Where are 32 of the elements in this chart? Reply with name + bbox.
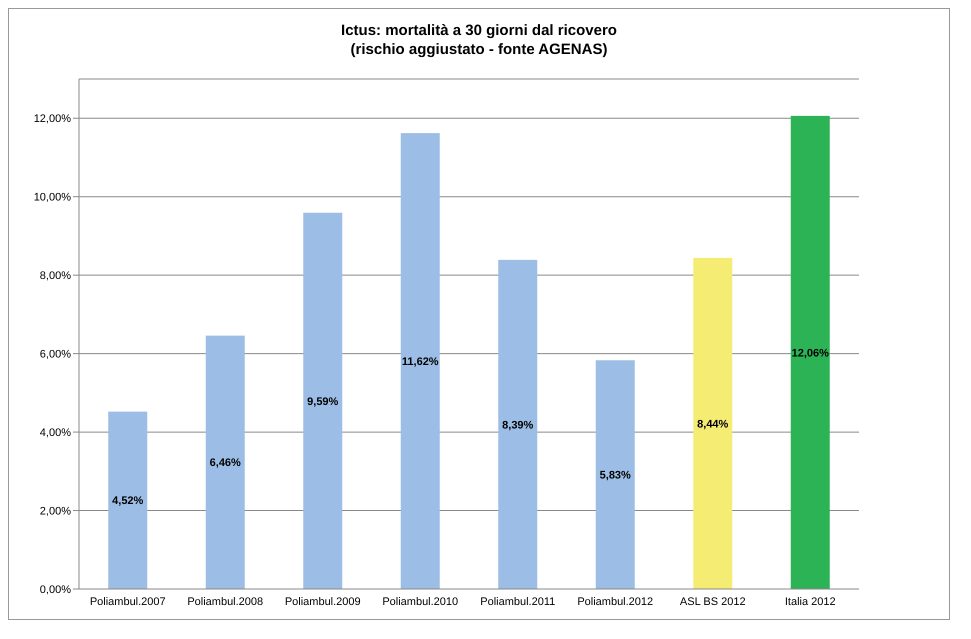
- data-label: 11,62%: [402, 356, 439, 368]
- y-tick-label: 12,00%: [34, 113, 72, 126]
- data-label: 12,06%: [792, 347, 830, 360]
- y-tick-label: 10,00%: [34, 192, 72, 204]
- data-label: 9,59%: [307, 396, 339, 408]
- y-tick-label: 0,00%: [40, 584, 72, 596]
- y-tick-label: 6,00%: [40, 348, 72, 361]
- bar: [596, 360, 635, 589]
- data-label: 8,44%: [697, 418, 729, 430]
- x-tick-label: Poliambul.2012: [577, 596, 654, 608]
- data-label: 5,83%: [600, 470, 632, 482]
- y-tick-label: 2,00%: [40, 505, 72, 518]
- x-tick-label: Poliambul.2009: [284, 596, 361, 608]
- x-tick-label: Poliambul.2008: [187, 596, 264, 608]
- y-tick-label: 4,00%: [40, 426, 72, 439]
- chart-title: Ictus: mortalità a 30 giorni dal ricovero (rischio aggiustato - fonte AGENAS): [340, 21, 618, 59]
- x-tick-label: Poliambul.2010: [382, 596, 458, 608]
- bar: [206, 336, 245, 589]
- bar: [498, 260, 538, 589]
- data-label: 4,52%: [112, 495, 144, 508]
- data-label: 8,39%: [502, 419, 534, 432]
- data-label: 6,46%: [210, 457, 242, 470]
- x-tick-label: Poliambul.2011: [480, 596, 556, 608]
- bar: [303, 212, 342, 589]
- x-tick-label: Poliambul.2007: [90, 596, 166, 608]
- bar: [400, 133, 440, 589]
- bar: [693, 258, 732, 589]
- x-tick-label: Italia 2012: [784, 596, 836, 608]
- bar: [790, 116, 830, 589]
- x-tick-label: ASL BS 2012: [680, 596, 746, 608]
- y-tick-label: 8,00%: [40, 270, 72, 282]
- bar: [108, 412, 148, 589]
